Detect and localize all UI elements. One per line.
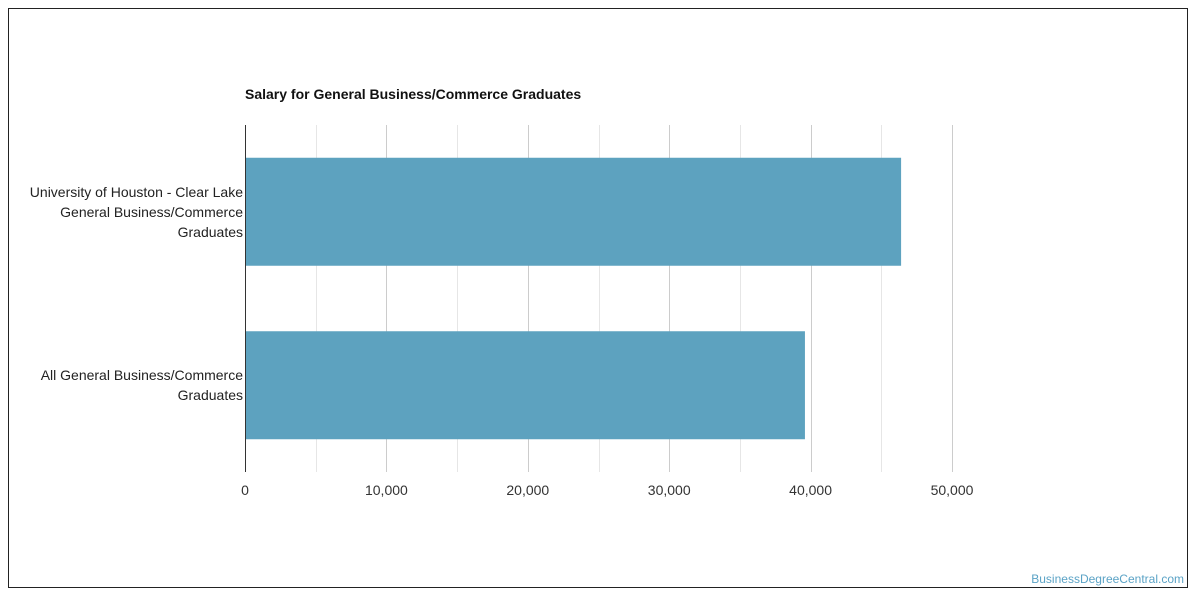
- source-credit[interactable]: BusinessDegreeCentral.com: [1031, 572, 1184, 586]
- x-tick-label: 10,000: [365, 482, 408, 498]
- x-tick-label: 50,000: [931, 482, 974, 498]
- bars: [245, 157, 902, 440]
- category-label-line: Graduates: [177, 387, 243, 404]
- category-label-1: University of Houston - Clear Lake Genera…: [3, 182, 243, 242]
- x-tick-label: 40,000: [789, 482, 832, 498]
- category-label-line: University of Houston - Clear Lake: [29, 183, 243, 200]
- x-tick-label: 20,000: [506, 482, 549, 498]
- bar-1[interactable]: [245, 157, 902, 266]
- category-label-2: All General Business/Commerce Graduates: [3, 365, 243, 405]
- category-label-line: General Business/Commerce: [60, 203, 243, 220]
- category-label-line: All General Business/Commerce: [40, 367, 243, 384]
- chart-title: Salary for General Business/Commerce Gra…: [245, 86, 581, 102]
- bar-2[interactable]: [245, 331, 805, 440]
- x-axis-ticks: 0 10,000 20,000 30,000 40,000 50,000: [241, 482, 974, 498]
- chart-frame: [8, 8, 1188, 588]
- x-tick-label: 30,000: [648, 482, 691, 498]
- x-tick-label: 0: [241, 482, 249, 498]
- category-label-line: Graduates: [177, 223, 243, 240]
